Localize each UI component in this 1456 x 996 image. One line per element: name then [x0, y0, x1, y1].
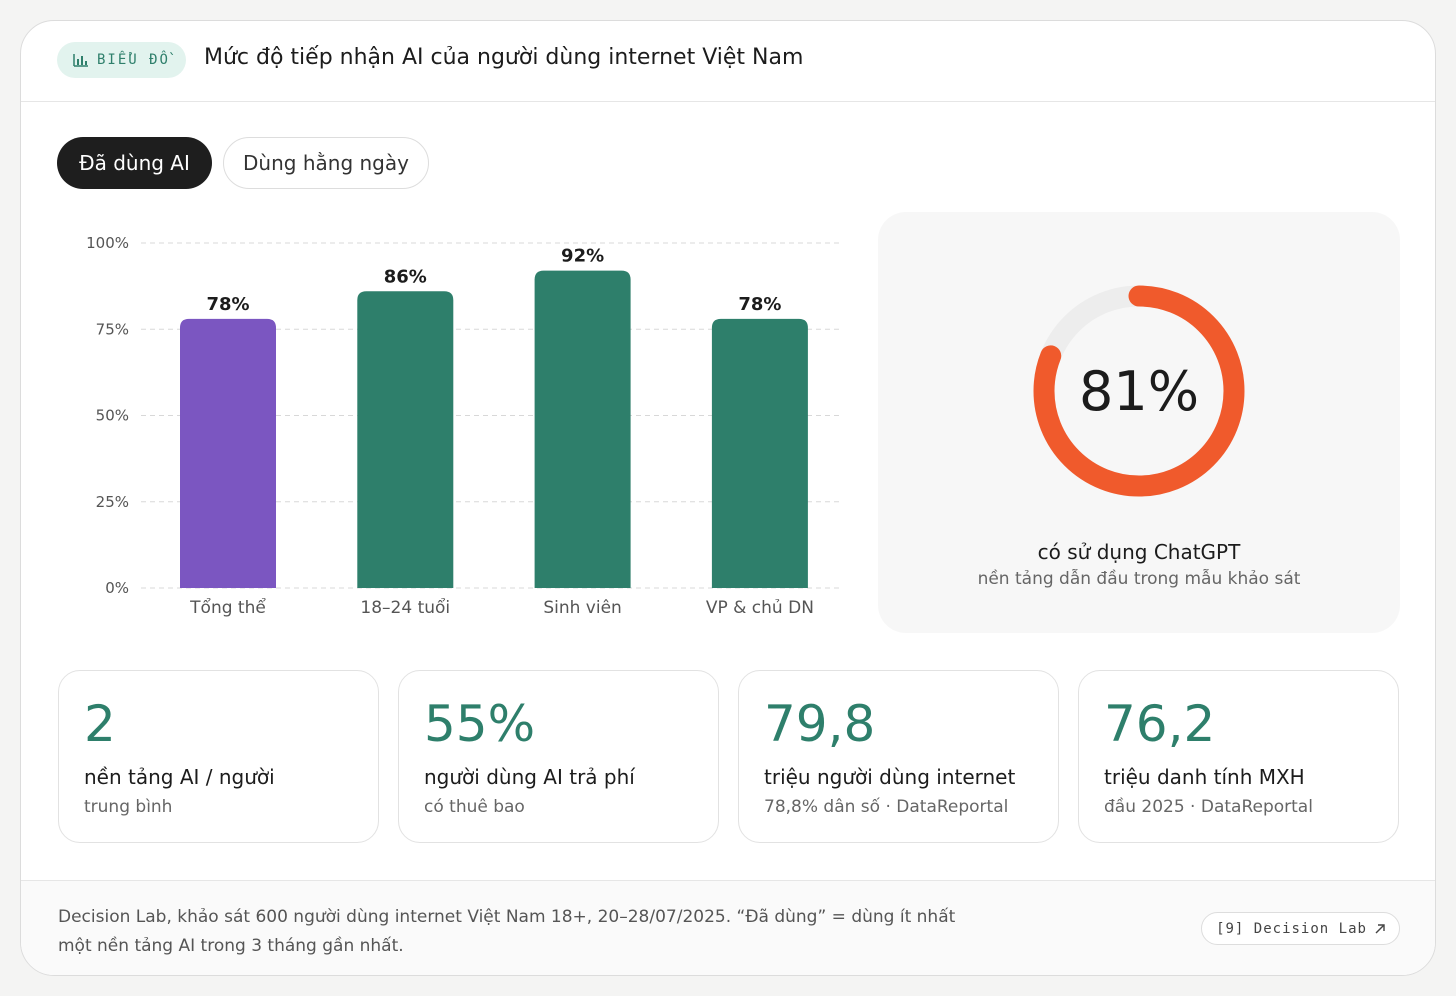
stat-card-internet-users: 79,8 triệu người dùng internet 78,8% dân… [738, 670, 1059, 843]
donut-panel: 81% có sử dụng ChatGPT nền tảng dẫn đầu … [878, 212, 1400, 633]
page-title: Mức độ tiếp nhận AI của người dùng inter… [204, 45, 804, 70]
footer-note-line: một nền tảng AI trong 3 tháng gần nhất. [58, 936, 404, 956]
stat-card-platforms: 2 nền tảng AI / người trung bình [58, 670, 379, 843]
donut-caption: có sử dụng ChatGPT [1037, 540, 1241, 564]
stat-card-social-identities: 76,2 triệu danh tính MXH đầu 2025 · Data… [1078, 670, 1399, 843]
bar [711, 318, 808, 588]
stat-label: người dùng AI trả phí [424, 765, 635, 789]
x-category-label: Sinh viên [543, 598, 621, 618]
donut-arc [1033, 285, 1245, 497]
chart-badge: BIỂU ĐỒ [57, 42, 186, 78]
bar [534, 270, 631, 588]
y-tick-label: 0% [105, 579, 129, 597]
external-link-icon [1375, 923, 1385, 934]
x-category-label: VP & chủ DN [706, 598, 814, 618]
bar-value-label: 78% [206, 294, 249, 315]
x-category-label: Tổng thể [189, 597, 266, 618]
stat-sub: có thuê bao [424, 797, 525, 817]
chart-card: BIỂU ĐỒ Mức độ tiếp nhận AI của người dù… [20, 20, 1436, 976]
bar [357, 291, 454, 588]
stat-sub: trung bình [84, 797, 173, 817]
card-header: BIỂU ĐỒ Mức độ tiếp nhận AI của người dù… [21, 21, 1435, 102]
badge-label: BIỂU ĐỒ [96, 52, 170, 68]
donut-subcaption: nền tảng dẫn đầu trong mẫu khảo sát [977, 569, 1301, 589]
x-category-label: 18–24 tuổi [360, 597, 450, 618]
stat-sub: đầu 2025 · DataReportal [1104, 797, 1313, 817]
bar-chart-icon [73, 53, 89, 67]
bar-value-label: 86% [384, 266, 427, 287]
footer: Decision Lab, khảo sát 600 người dùng in… [21, 880, 1435, 975]
y-tick-label: 75% [96, 320, 129, 338]
stat-sub: 78,8% dân số · DataReportal [764, 797, 1009, 817]
source-label: [9] Decision Lab [1216, 920, 1367, 937]
stat-label: nền tảng AI / người [84, 765, 275, 789]
bar-value-label: 78% [738, 294, 781, 315]
bar-chart: 0% 25% 50% 75% 100% 78% Tổng thể 86% 18–24 tuổi 9… [86, 234, 841, 618]
footer-note-line: Decision Lab, khảo sát 600 người dùng in… [58, 907, 956, 927]
stat-value: 55% [424, 695, 536, 753]
y-tick-label: 100% [86, 234, 129, 252]
source-link[interactable]: [9] Decision Lab [1201, 912, 1400, 945]
y-tick-label: 25% [96, 493, 129, 511]
footer-note: Decision Lab, khảo sát 600 người dùng in… [58, 903, 958, 961]
stat-value: 76,2 [1104, 695, 1216, 753]
donut-value: 81% [1078, 359, 1200, 423]
stat-value: 2 [84, 695, 116, 753]
stat-card-paid-users: 55% người dùng AI trả phí có thuê bao [398, 670, 719, 843]
bar [180, 318, 276, 588]
bar-value-label: 92% [561, 246, 604, 267]
stat-label: triệu người dùng internet [764, 765, 1016, 789]
y-tick-label: 50% [96, 407, 129, 425]
toggle-daily-use[interactable]: Dùng hằng ngày [223, 137, 429, 189]
stat-label: triệu danh tính MXH [1104, 765, 1305, 789]
stat-value: 79,8 [764, 695, 876, 753]
toggle-used-ai[interactable]: Đã dùng AI [57, 137, 212, 189]
donut-chart [1033, 285, 1245, 497]
